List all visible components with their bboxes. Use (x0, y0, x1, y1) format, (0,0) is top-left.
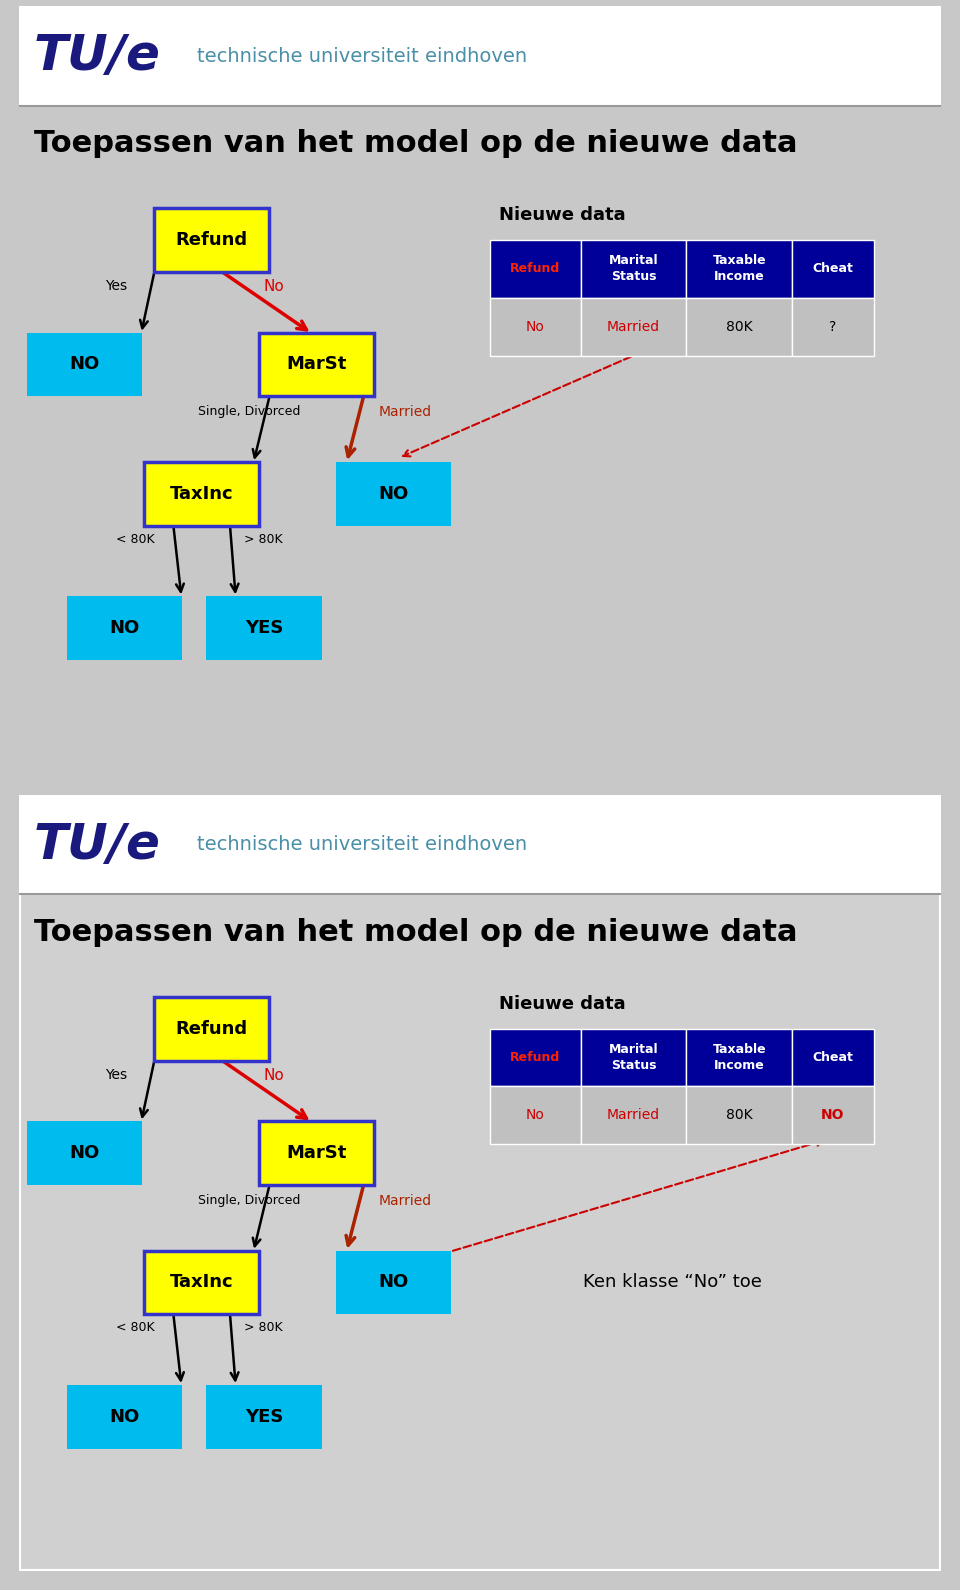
Text: 80K: 80K (726, 320, 753, 334)
FancyBboxPatch shape (67, 596, 182, 660)
Bar (581, 1086, 686, 1145)
Text: Single, Divorced: Single, Divorced (198, 1194, 300, 1207)
Text: No: No (526, 320, 544, 334)
Text: Toepassen van het model op de nieuwe data: Toepassen van het model op de nieuwe dat… (34, 129, 797, 157)
Text: Refund: Refund (175, 231, 248, 250)
Bar (581, 297, 686, 356)
Text: Toepassen van het model op de nieuwe data: Toepassen van het model op de nieuwe dat… (34, 917, 797, 946)
Text: Married: Married (378, 405, 431, 420)
FancyBboxPatch shape (144, 1251, 259, 1315)
Text: NO: NO (378, 1274, 409, 1291)
FancyBboxPatch shape (336, 1251, 451, 1315)
FancyBboxPatch shape (206, 596, 322, 660)
Text: Nieuwe data: Nieuwe data (499, 207, 626, 224)
FancyBboxPatch shape (259, 1121, 374, 1185)
Bar (19, 6, 941, 107)
Text: No: No (526, 1108, 544, 1123)
Text: Refund: Refund (510, 1051, 561, 1064)
FancyBboxPatch shape (154, 208, 269, 272)
FancyBboxPatch shape (336, 463, 451, 526)
Text: No: No (263, 1067, 284, 1083)
FancyBboxPatch shape (259, 332, 374, 396)
Text: YES: YES (245, 1407, 283, 1426)
FancyBboxPatch shape (67, 1385, 182, 1448)
FancyBboxPatch shape (27, 332, 142, 396)
Text: > 80K: > 80K (244, 533, 283, 545)
Text: Married: Married (607, 320, 660, 334)
Text: Cheat: Cheat (812, 262, 853, 275)
Text: Marital
Status: Marital Status (609, 254, 659, 283)
Text: < 80K: < 80K (116, 1321, 155, 1334)
Text: Married: Married (378, 1194, 431, 1208)
Text: TaxInc: TaxInc (170, 1274, 233, 1291)
Text: MarSt: MarSt (287, 1145, 347, 1162)
Text: Taxable
Income: Taxable Income (712, 1043, 766, 1072)
Text: Married: Married (607, 1108, 660, 1123)
Text: Refund: Refund (175, 1019, 248, 1038)
Text: MarSt: MarSt (287, 356, 347, 374)
Bar (490, 297, 581, 356)
Text: Yes: Yes (106, 1067, 128, 1081)
Text: YES: YES (245, 619, 283, 638)
Text: No: No (263, 278, 284, 294)
Text: technische universiteit eindhoven: technische universiteit eindhoven (197, 835, 527, 854)
Text: NO: NO (821, 1108, 845, 1123)
Text: ?: ? (829, 320, 836, 334)
Text: NO: NO (109, 619, 140, 638)
Text: NO: NO (69, 1145, 100, 1162)
Text: NO: NO (378, 485, 409, 502)
Text: > 80K: > 80K (244, 1321, 283, 1334)
Text: technische universiteit eindhoven: technische universiteit eindhoven (197, 46, 527, 65)
Bar (19, 795, 941, 895)
FancyBboxPatch shape (154, 997, 269, 1061)
Text: < 80K: < 80K (116, 533, 155, 545)
FancyBboxPatch shape (206, 1385, 322, 1448)
Text: Ken klasse “No” toe: Ken klasse “No” toe (583, 1274, 761, 1291)
Text: Taxable
Income: Taxable Income (712, 254, 766, 283)
Bar (490, 1029, 581, 1086)
Text: Nieuwe data: Nieuwe data (499, 995, 626, 1013)
Text: Single, Divorced: Single, Divorced (198, 405, 300, 418)
Text: Marital
Status: Marital Status (609, 1043, 659, 1072)
Text: Refund: Refund (510, 262, 561, 275)
Bar (792, 1086, 874, 1145)
Bar (792, 240, 874, 297)
FancyBboxPatch shape (27, 1121, 142, 1185)
Bar (792, 297, 874, 356)
Text: NO: NO (69, 356, 100, 374)
Bar (686, 240, 792, 297)
Bar (490, 240, 581, 297)
Bar (792, 1029, 874, 1086)
Text: TU/e: TU/e (34, 32, 160, 80)
Text: Yes: Yes (106, 278, 128, 293)
Text: 80K: 80K (726, 1108, 753, 1123)
Text: TU/e: TU/e (34, 820, 160, 868)
Text: Cheat: Cheat (812, 1051, 853, 1064)
Bar (686, 297, 792, 356)
Bar (490, 1086, 581, 1145)
Bar (686, 1029, 792, 1086)
Text: NO: NO (109, 1407, 140, 1426)
Bar (686, 1086, 792, 1145)
FancyBboxPatch shape (144, 463, 259, 526)
Bar (581, 240, 686, 297)
Text: TaxInc: TaxInc (170, 485, 233, 502)
Bar (581, 1029, 686, 1086)
